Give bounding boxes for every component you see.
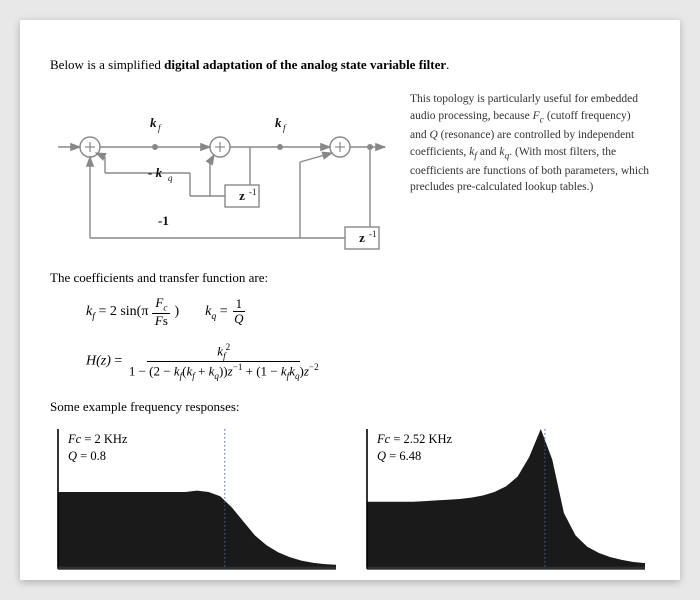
svg-text:q: q <box>168 173 173 183</box>
intro-paragraph: Below is a simplified digital adaptation… <box>50 57 650 73</box>
svg-text:f: f <box>283 123 287 133</box>
formula-kq: kq = 1Q <box>205 297 246 327</box>
svg-text:f: f <box>158 123 162 133</box>
svg-text:-1: -1 <box>249 187 257 197</box>
block-diagram: kfkfz-1- kqz-1-1 <box>50 87 390 262</box>
svg-text:- k: - k <box>148 165 163 180</box>
formula-kf: kf = 2 sin(π FcFs ) <box>86 296 179 328</box>
charts-row: Fc = 2 KHz Q = 0.8 Fc = 2.52 KHz Q = 6.4… <box>50 425 650 580</box>
examples-label: Some example frequency responses: <box>50 399 650 415</box>
svg-text:-1: -1 <box>369 229 377 239</box>
document-page: Below is a simplified digital adaptation… <box>20 20 680 580</box>
diagram-row: kfkfz-1- kqz-1-1 This topology is partic… <box>50 87 650 262</box>
chart-right-label: Fc = 2.52 KHz Q = 6.48 <box>377 431 452 465</box>
svg-text:z: z <box>359 230 365 245</box>
chart-left: Fc = 2 KHz Q = 0.8 <box>50 425 341 580</box>
formula-kf-kq: kf = 2 sin(π FcFs ) kq = 1Q <box>86 296 650 328</box>
svg-text:-1: -1 <box>158 213 169 228</box>
coefficients-label: The coefficients and transfer function a… <box>50 270 650 286</box>
intro-suffix: . <box>446 57 449 72</box>
chart-left-label: Fc = 2 KHz Q = 0.8 <box>68 431 127 465</box>
side-paragraph: This topology is particularly useful for… <box>390 87 650 196</box>
formula-transfer: H(z) = kf2 1 − (2 − kf(kf + kq))z−1 + (1… <box>86 342 650 381</box>
svg-text:z: z <box>239 188 245 203</box>
svg-text:k: k <box>275 115 282 130</box>
chart-right: Fc = 2.52 KHz Q = 6.48 <box>359 425 650 580</box>
intro-bold: digital adaptation of the analog state v… <box>164 57 446 72</box>
formula-block: kf = 2 sin(π FcFs ) kq = 1Q H(z) = kf2 1… <box>86 296 650 381</box>
svg-text:k: k <box>150 115 157 130</box>
intro-prefix: Below is a simplified <box>50 57 164 72</box>
